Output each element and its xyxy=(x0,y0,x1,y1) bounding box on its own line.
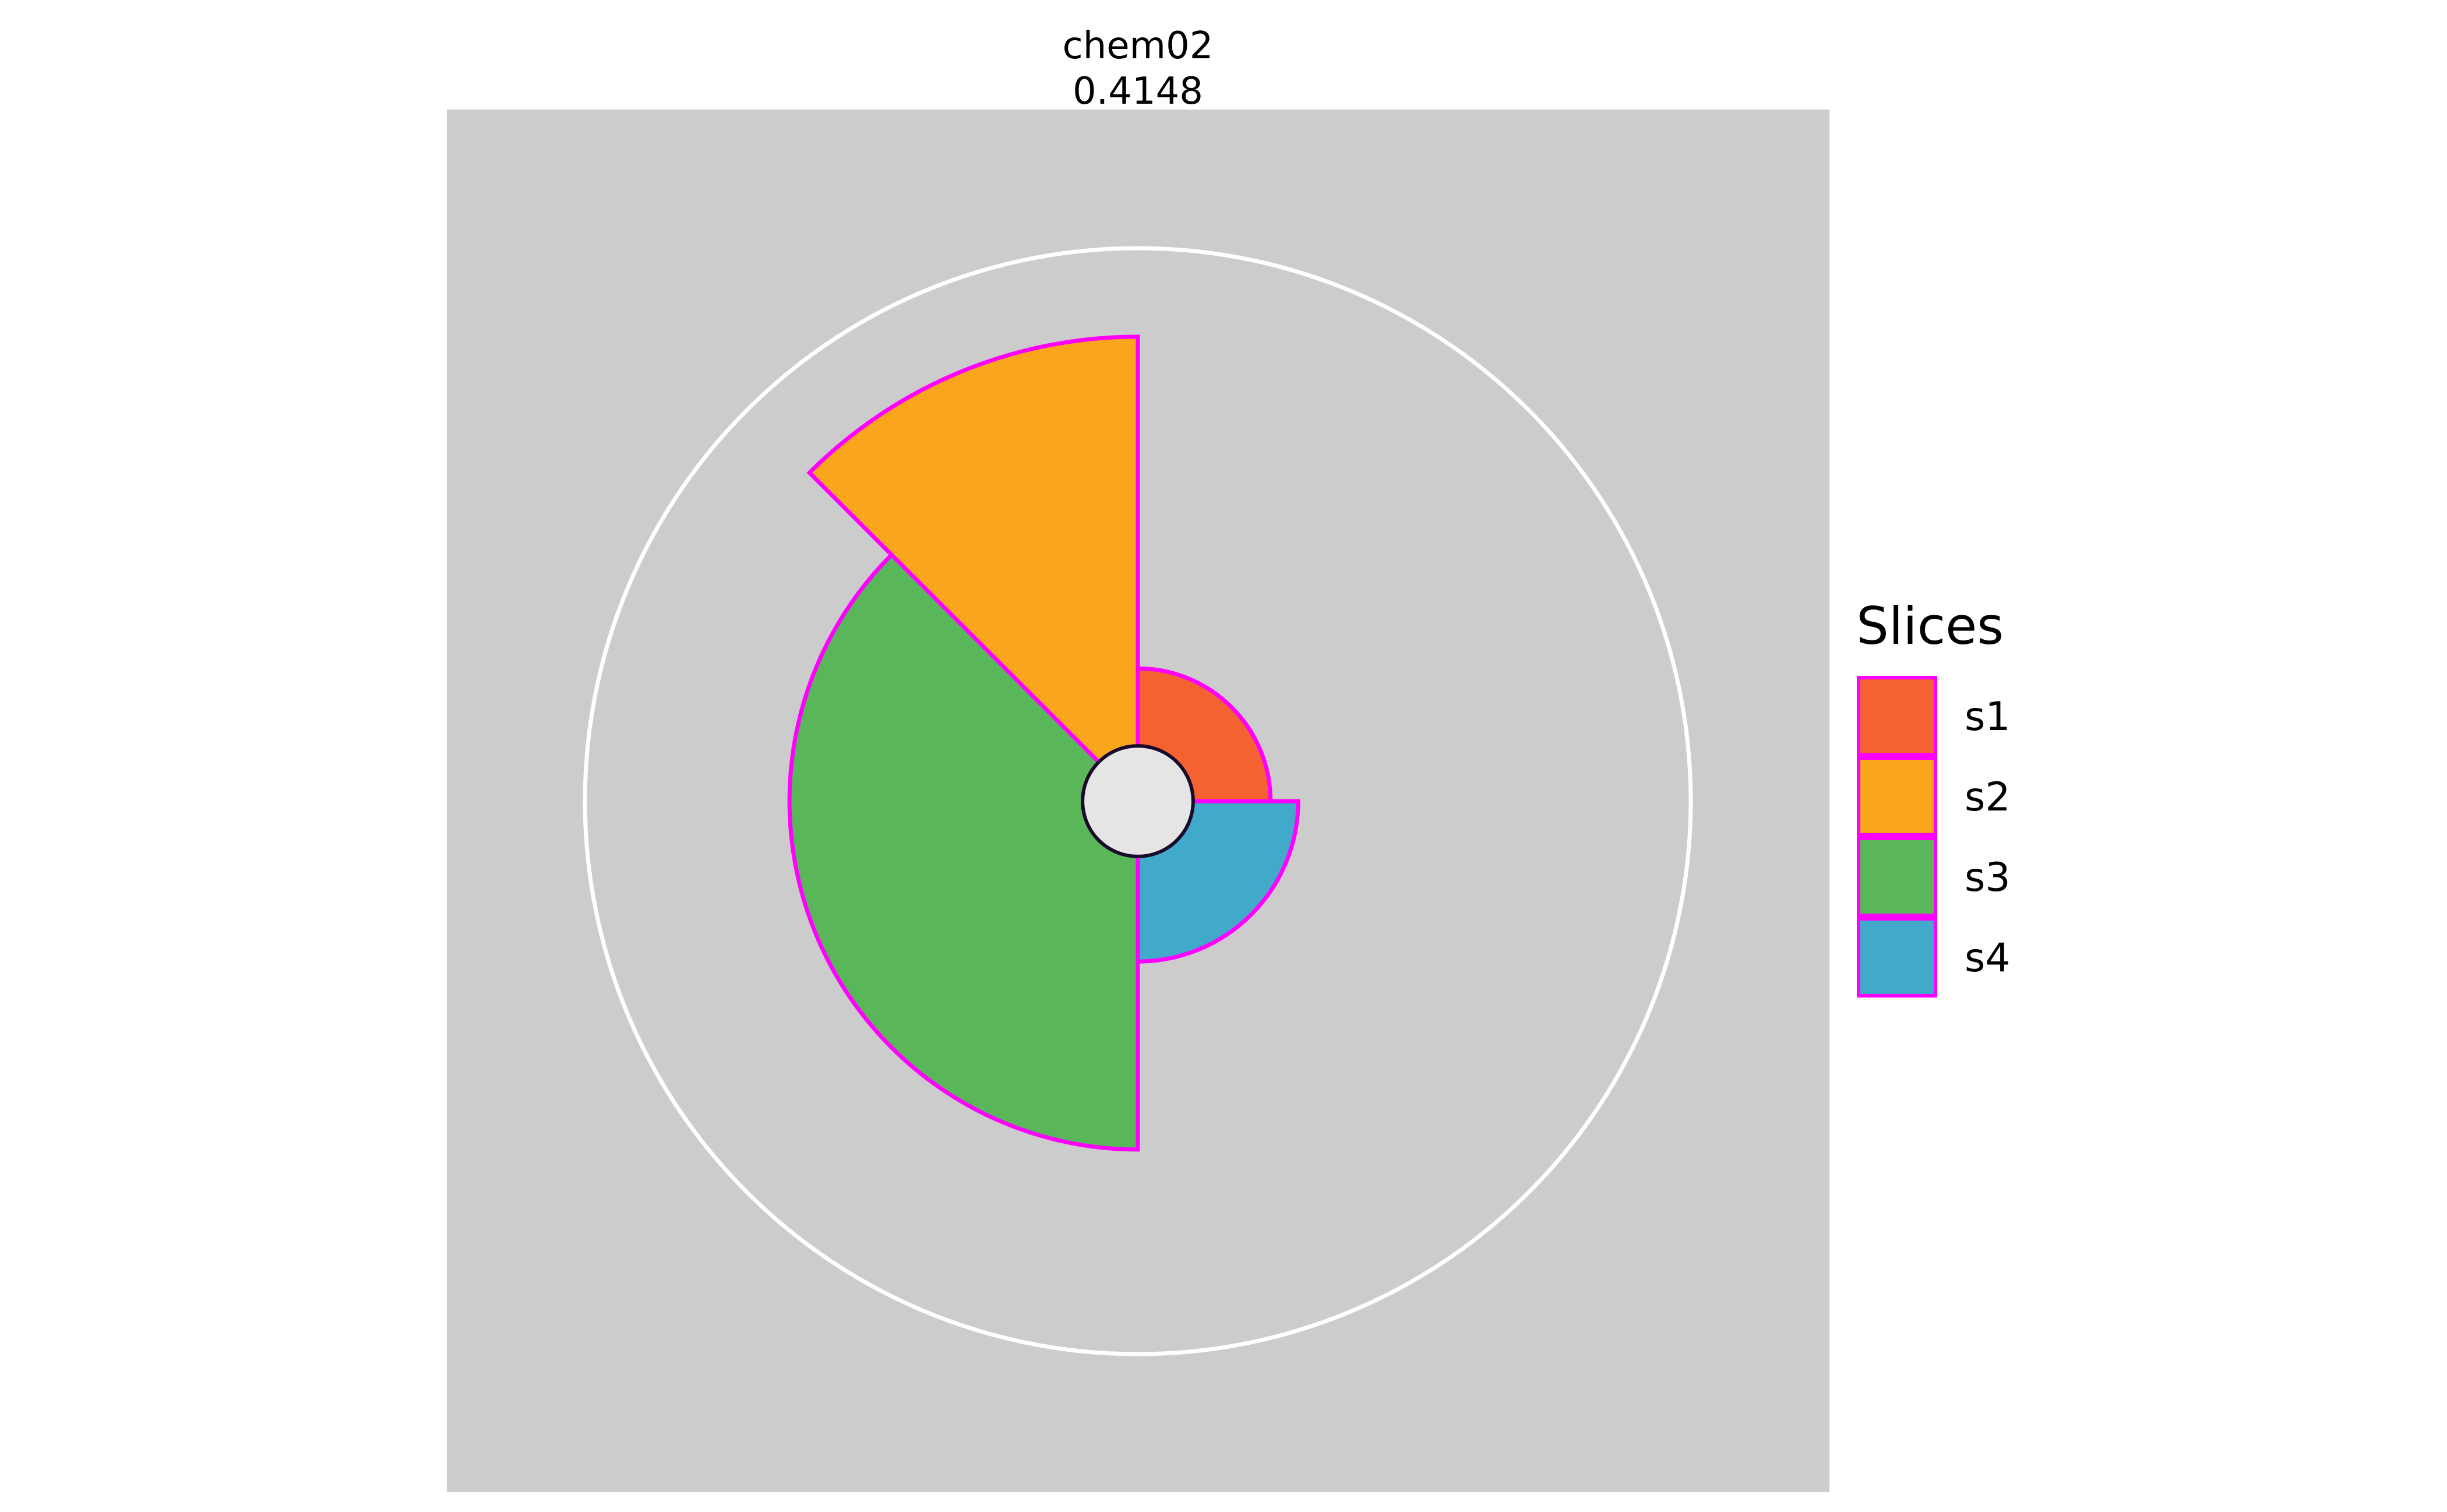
chart-title: chem02 xyxy=(1063,24,1214,68)
legend-key-s1 xyxy=(1857,676,1937,756)
legend-title: Slices xyxy=(1856,596,2004,656)
legend-label-s2: s2 xyxy=(1965,774,2011,820)
legend-key-s2 xyxy=(1857,756,1937,837)
chart-subtitle: 0.4148 xyxy=(1073,70,1203,113)
legend-key-s4 xyxy=(1857,917,1937,998)
legend: s1 s2 s3 s4 xyxy=(1857,676,2011,998)
legend-label-s1: s1 xyxy=(1965,694,2011,740)
legend-key-s3 xyxy=(1857,837,1937,917)
slice-s2 xyxy=(806,334,1140,806)
legend-label-s4: s4 xyxy=(1965,935,2011,981)
legend-label-s3: s3 xyxy=(1965,855,2011,901)
center-hole xyxy=(1081,744,1195,858)
reference-circle xyxy=(583,246,1693,1356)
slice-s3 xyxy=(787,552,1140,1152)
